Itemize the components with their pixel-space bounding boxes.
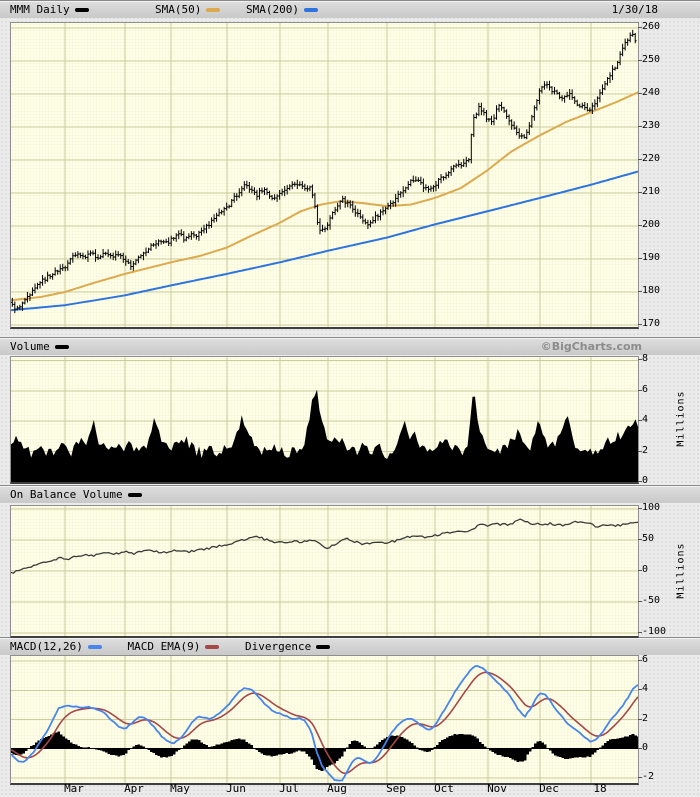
y-tick-label: 50 <box>642 533 655 545</box>
y-tick-mark <box>638 539 642 541</box>
y-tick-mark <box>638 324 642 326</box>
chart-date: 1/30/18 <box>611 3 658 16</box>
main-chart-header: MMM Daily SMA(50) SMA(200) 1/30/18 <box>0 0 700 18</box>
y-tick-mark <box>638 26 642 28</box>
y-tick-label: 220 <box>642 152 661 164</box>
y-tick-mark <box>638 125 642 127</box>
y-tick-label: 2 <box>642 444 649 456</box>
y-tick-mark <box>638 508 642 510</box>
y-tick-label: 0 <box>642 564 649 575</box>
volume-axis-unit: Millions <box>675 390 687 447</box>
y-tick-mark <box>638 689 642 691</box>
legend-sma50: SMA(50) <box>155 3 225 16</box>
y-tick-label: 260 <box>642 20 661 32</box>
bigcharts-watermark: ©BigCharts.com <box>540 340 642 353</box>
y-tick-label: 0 <box>642 475 649 486</box>
y-tick-label: 6 <box>642 654 649 666</box>
y-tick-label: 250 <box>642 53 661 65</box>
legend-macd: MACD(12,26) <box>10 640 107 653</box>
y-tick-label: 100 <box>642 502 661 514</box>
y-tick-mark <box>638 776 642 778</box>
volume-chart-pane <box>10 356 639 484</box>
macd-chart-pane <box>10 655 639 785</box>
y-tick-mark <box>638 191 642 193</box>
obv-dash-icon <box>127 493 142 497</box>
x-axis-month-label: Apr <box>124 782 144 795</box>
x-axis-month-label: Aug <box>327 782 347 795</box>
x-axis-month-label: Jun <box>226 782 246 795</box>
x-axis-month-label: May <box>170 782 190 795</box>
y-tick-label: 6 <box>642 383 649 395</box>
x-axis-month-label: Mar <box>64 782 84 795</box>
x-axis-month-label: Dec <box>539 782 559 795</box>
y-tick-label: 210 <box>642 185 661 197</box>
y-tick-mark <box>638 158 642 160</box>
y-tick-mark <box>638 258 642 259</box>
y-tick-label: 240 <box>642 86 661 98</box>
y-tick-label: -2 <box>642 770 655 782</box>
y-tick-mark <box>638 291 642 292</box>
x-axis-month-label: Oct <box>434 782 454 795</box>
y-tick-mark <box>638 92 642 94</box>
macd-header: MACD(12,26) MACD EMA(9) Divergence <box>0 637 700 655</box>
y-tick-label: -100 <box>642 625 667 637</box>
y-tick-mark <box>638 600 642 602</box>
y-tick-mark <box>638 420 642 422</box>
x-axis-month-label: 18 <box>593 782 607 795</box>
x-axis-month-label: Jul <box>279 782 299 795</box>
macd-legend: MACD(12,26) MACD EMA(9) Divergence <box>10 638 349 655</box>
y-tick-label: 180 <box>642 285 661 296</box>
obv-axis-unit: Millions <box>675 541 687 599</box>
y-tick-mark <box>638 224 642 226</box>
y-tick-mark <box>638 59 642 61</box>
y-tick-mark <box>638 570 642 571</box>
obv-header: On Balance Volume <box>0 485 700 503</box>
y-tick-label: -50 <box>642 594 661 606</box>
x-axis-month-label: Sep <box>386 782 406 795</box>
sma200-dash-icon <box>303 8 318 12</box>
legend-sma200: SMA(200) <box>246 3 323 16</box>
y-tick-label: 2 <box>642 712 649 724</box>
y-tick-label: 200 <box>642 218 661 230</box>
volume-title: Volume <box>10 338 74 355</box>
y-tick-label: 8 <box>642 353 649 365</box>
y-tick-mark <box>638 718 642 720</box>
symbol-label-text: MMM Daily <box>10 3 70 16</box>
sma-legend: SMA(50) SMA(200) <box>155 1 337 18</box>
y-tick-mark <box>638 660 642 662</box>
legend-divergence: Divergence <box>245 640 335 653</box>
y-tick-mark <box>638 359 642 361</box>
price-chart-pane <box>10 22 639 329</box>
divergence-dash-icon <box>316 645 331 649</box>
y-tick-mark <box>638 481 642 482</box>
volume-dash-icon <box>54 345 69 349</box>
volume-header: Volume ©BigCharts.com <box>0 337 700 355</box>
y-tick-label: 190 <box>642 252 661 263</box>
y-tick-mark <box>638 631 642 633</box>
y-tick-label: 0 <box>642 741 649 753</box>
sma50-dash-icon <box>206 8 221 12</box>
legend-macd-ema: MACD EMA(9) <box>127 640 224 653</box>
y-tick-label: 4 <box>642 683 649 695</box>
daily-series-dash-icon <box>74 8 89 12</box>
y-tick-mark <box>638 450 642 452</box>
x-axis-month-label: Nov <box>487 782 507 795</box>
obv-title: On Balance Volume <box>10 486 147 503</box>
obv-chart-pane <box>10 505 639 638</box>
y-tick-label: 170 <box>642 318 661 330</box>
y-tick-mark <box>638 389 642 391</box>
y-tick-mark <box>638 747 642 749</box>
macd-line-dash-icon <box>87 645 102 649</box>
macd-ema-dash-icon <box>205 645 220 649</box>
symbol-label: MMM Daily <box>10 1 94 18</box>
y-tick-label: 230 <box>642 119 661 131</box>
y-tick-label: 4 <box>642 414 649 426</box>
